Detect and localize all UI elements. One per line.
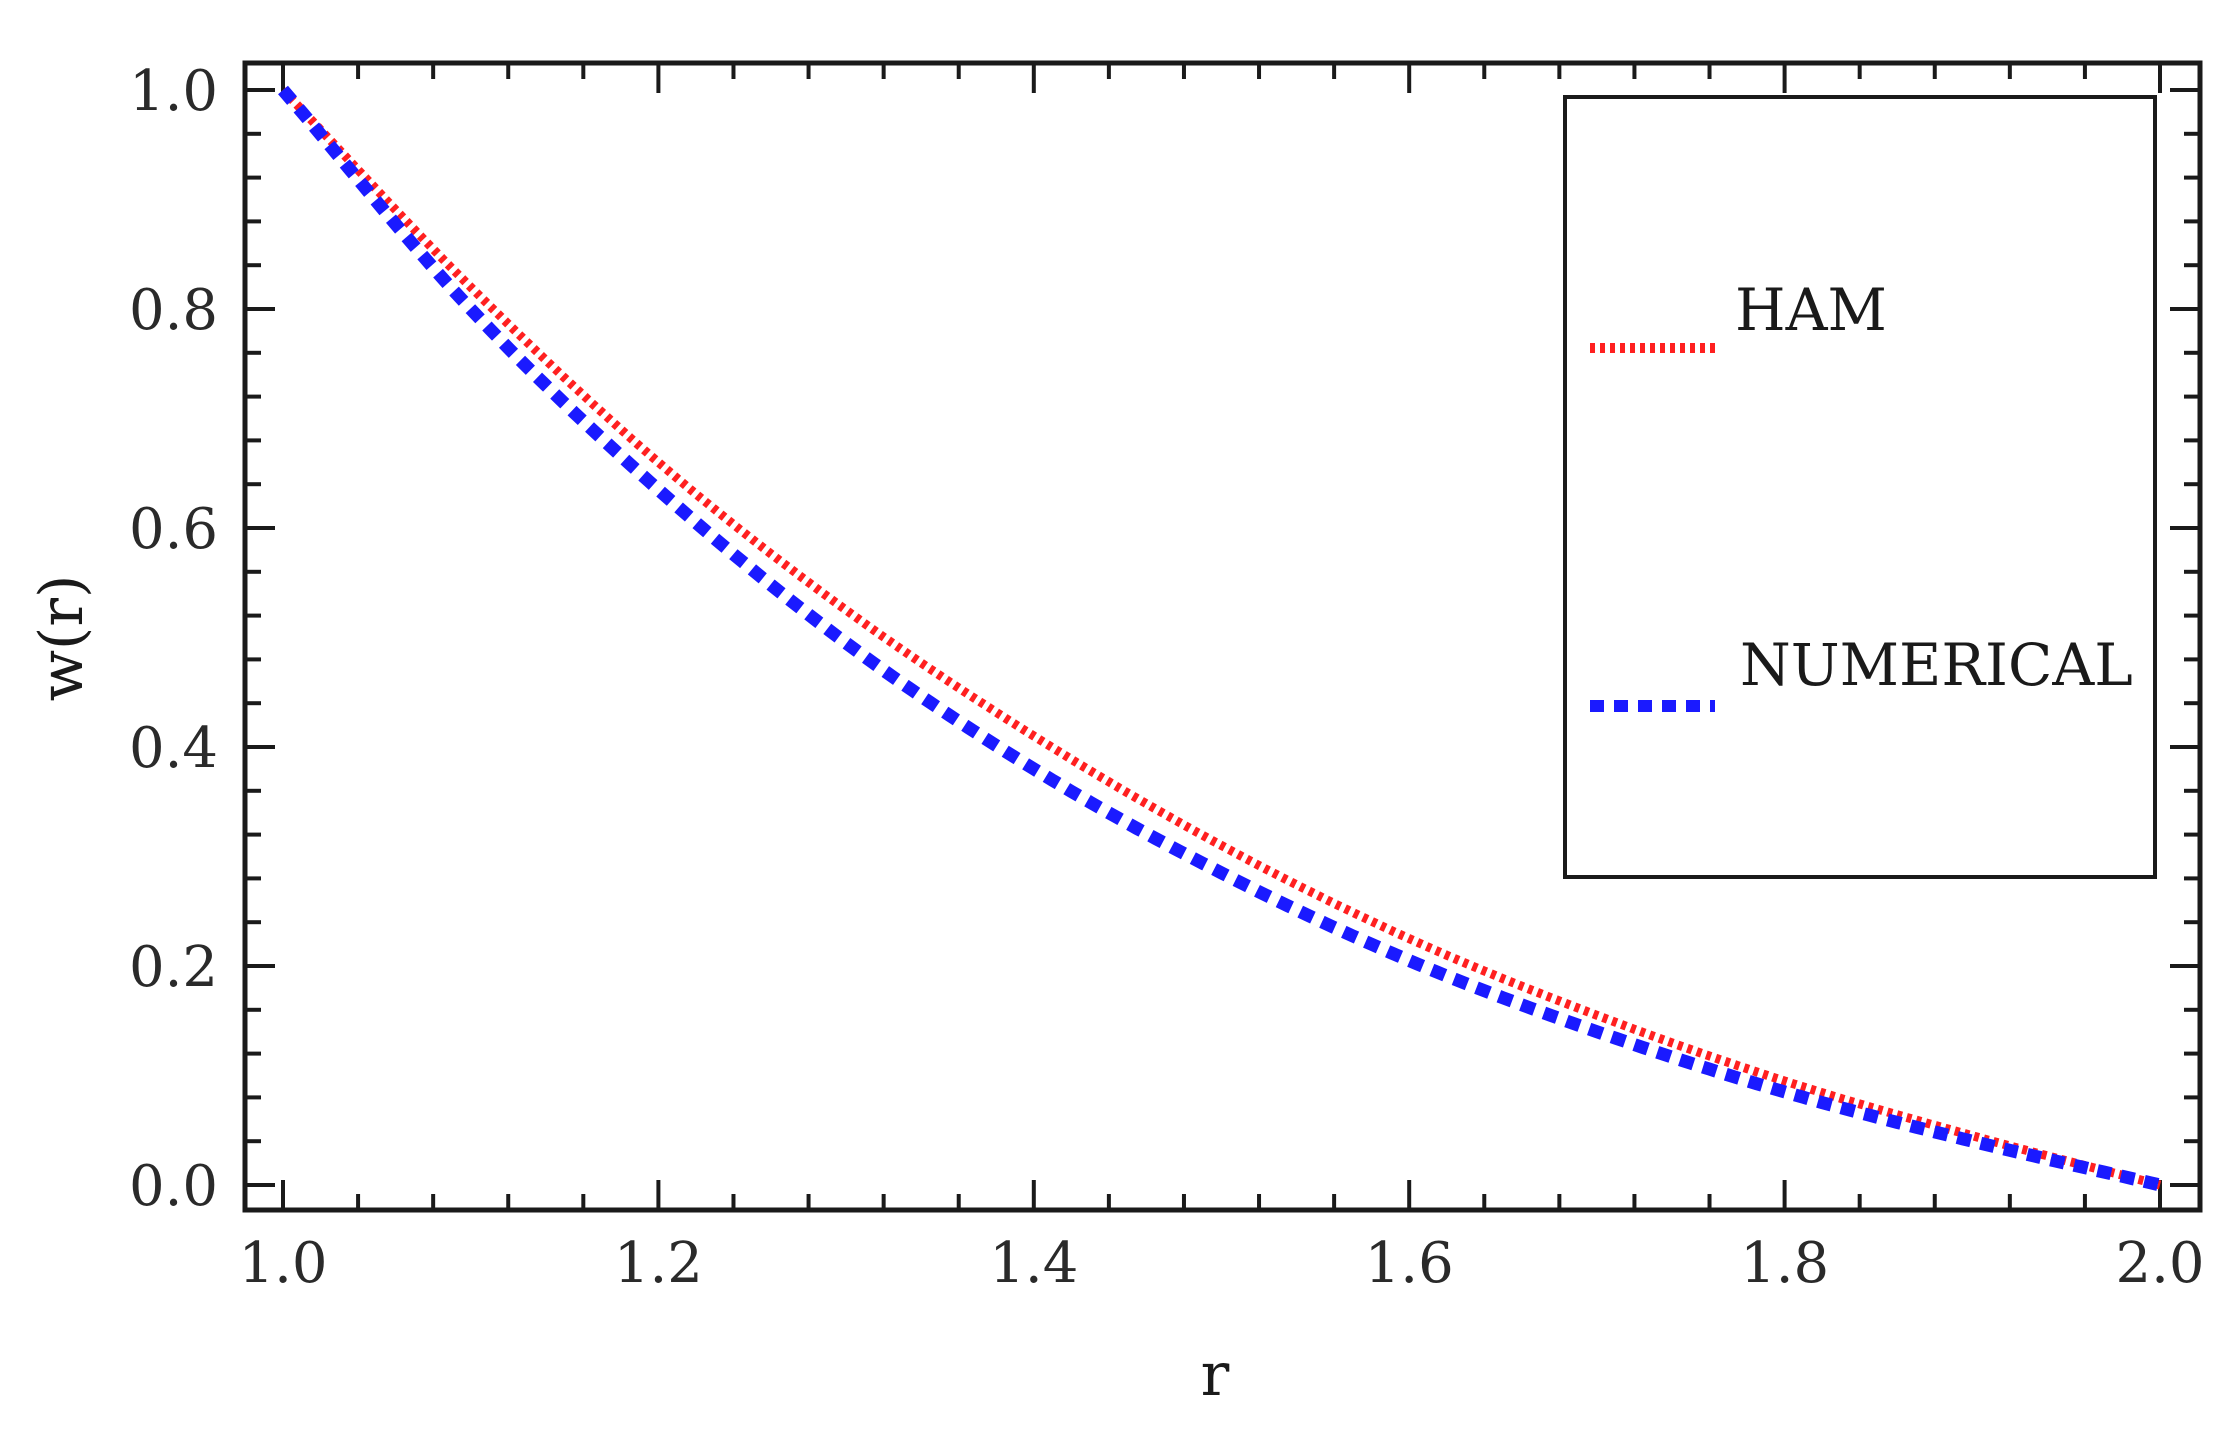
y-tick-label: 1.0 [129, 59, 218, 124]
data-point-numerical [845, 642, 847, 644]
y-tick-label: 0.0 [129, 1154, 218, 1219]
data-point-numerical [1971, 1140, 1973, 1142]
y-tick-label: 0.6 [129, 497, 218, 562]
x-tick-label: 1.0 [238, 1231, 327, 1296]
data-point-ham [845, 609, 847, 611]
data-point-numerical [657, 489, 659, 491]
legend-label-numerical: NUMERICAL [1740, 631, 2133, 699]
legend-label-ham: HAM [1735, 276, 1887, 344]
data-point-ham [1784, 1080, 1786, 1082]
data-point-numerical [1596, 1031, 1598, 1033]
x-tick-label: 2.0 [2115, 1231, 2204, 1296]
y-axis-label: w(r) [27, 575, 97, 702]
data-point-ham [1596, 1014, 1598, 1016]
data-point-numerical [282, 89, 284, 91]
tick-labels: 1.0 1.2 1.4 1.6 1.8 2.0 0.0 0.2 0.4 0.6 0.8 1.0 [129, 59, 2205, 1296]
legend-box [1563, 95, 2157, 879]
data-point-ham [1221, 845, 1223, 847]
data-point-ham [470, 286, 472, 288]
series [278, 85, 2162, 1192]
x-tick-label: 1.8 [1740, 1231, 1829, 1296]
x-tick-label: 1.4 [989, 1231, 1078, 1296]
data-point-ham [657, 461, 659, 463]
y-tick-label: 0.8 [129, 278, 218, 343]
y-tick-label: 0.4 [129, 716, 218, 781]
data-point-numerical [2159, 1184, 2161, 1186]
data-point-ham [1408, 938, 1410, 940]
x-tick-label: 1.2 [614, 1231, 703, 1296]
x-axis-label: r [1201, 1340, 1230, 1410]
ticks [245, 63, 2200, 1210]
data-point-ham [1033, 735, 1035, 737]
series-line-numerical [278, 85, 2162, 1192]
y-tick-label: 0.2 [129, 935, 218, 1000]
x-tick-label: 1.6 [1365, 1231, 1454, 1296]
series-line-ham [279, 86, 2162, 1190]
data-point-numerical [1408, 960, 1410, 962]
data-point-numerical [1033, 768, 1035, 770]
data-point-numerical [1784, 1091, 1786, 1093]
plot-frame [242, 60, 2203, 1213]
data-point-numerical [470, 308, 472, 310]
data-point-numerical [1221, 872, 1223, 874]
legend: HAM NUMERICAL [1563, 95, 2157, 879]
